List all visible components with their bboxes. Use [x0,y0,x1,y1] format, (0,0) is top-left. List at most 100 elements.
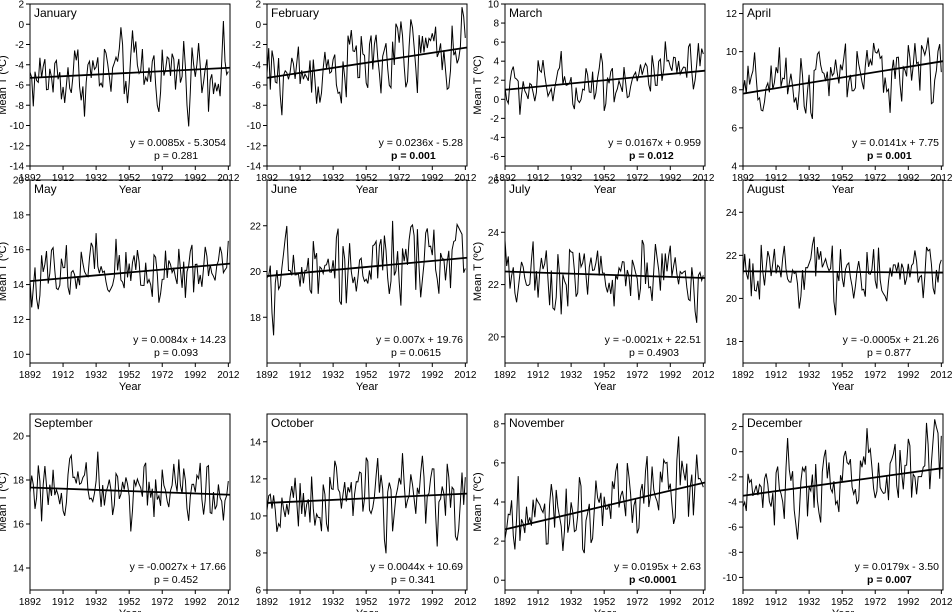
x-tick-label: 1972 [626,597,649,608]
temperature-series-line [266,220,466,336]
y-tick-label: 20 [488,332,500,343]
y-tick-label: 2 [731,422,737,433]
x-tick-label: 1992 [421,173,444,184]
x-tick-label: 1952 [831,173,854,184]
y-tick-label: -6 [490,152,499,163]
regression-equation: y = 0.0236x - 5.28 [379,137,464,149]
y-tick-label: -12 [10,141,25,152]
month-title: September [34,416,93,430]
regression-equation: y = 0.0167x + 0.959 [608,137,701,149]
x-tick-label: 1932 [85,597,108,608]
x-tick-label: 2012 [217,173,240,184]
x-tick-label: 1892 [494,173,517,184]
y-tick-label: 22 [726,251,738,262]
temperature-series-line [742,236,942,316]
p-value: p = 0.001 [391,150,436,162]
x-axis-label: Year [832,381,855,393]
x-tick-label: 1932 [560,370,583,381]
y-axis-label: Mean T (ºC) [472,55,484,114]
regression-equation: y = 0.0084x + 14.23 [133,334,226,346]
p-value: p = 0.0615 [391,347,441,359]
regression-equation: y = 0.0085x - 5.3054 [130,137,226,149]
month-title: May [34,182,57,196]
month-title: July [509,182,530,196]
panel-august: 18 20 22 24 1892 1912 1932 1952 1972 1992 2012 Year… [726,179,952,393]
month-title: February [271,6,319,20]
month-title: October [271,416,314,430]
y-tick-label: 2 [493,537,499,548]
x-tick-label: 1932 [322,370,345,381]
regression-equation: y = -0.0027x + 17.66 [130,561,226,573]
x-tick-label: 1912 [527,597,550,608]
x-tick-label: 1912 [289,597,312,608]
y-tick-label: -4 [490,133,499,144]
y-axis-label: Mean T (ºC) [0,55,9,114]
x-tick-label: 1892 [19,370,42,381]
plot-frame [504,3,706,167]
y-tick-label: 0 [493,95,499,106]
x-tick-label: 1992 [421,370,444,381]
x-tick-label: 1992 [184,597,207,608]
y-tick-label: 8 [493,419,499,430]
x-tick-label: 2012 [692,597,715,608]
temperature-series-line [504,239,704,323]
x-tick-label: 1952 [118,173,141,184]
x-tick-label: 1952 [355,597,378,608]
x-tick-label: 1912 [52,370,75,381]
x-tick-label: 1952 [355,173,378,184]
x-tick-label: 1912 [765,370,788,381]
temperature-series-line [266,7,466,116]
y-tick-label: 0 [18,20,24,31]
x-tick-label: 1892 [494,597,517,608]
x-tick-label: 1912 [289,370,312,381]
x-tick-label: 1932 [798,173,821,184]
x-tick-label: 1952 [118,370,141,381]
y-tick-label: 6 [731,123,737,134]
temperature-series-line [742,419,942,540]
x-tick-label: 1992 [897,597,920,608]
month-title: March [509,6,542,20]
x-tick-label: 1912 [52,173,75,184]
x-tick-label: 1892 [19,173,42,184]
y-tick-label: -2 [252,40,261,51]
x-tick-label: 1952 [831,370,854,381]
x-axis-label: Year [356,381,379,393]
x-tick-label: 2012 [930,370,952,381]
x-tick-label: 1952 [118,597,141,608]
x-tick-label: 2012 [217,370,240,381]
y-tick-label: 10 [726,47,738,58]
y-tick-label: 6 [493,38,499,49]
panel-april: 4 6 8 10 12 1892 1912 1932 1952 1972 1992 2012 Year A… [726,3,952,196]
y-axis-label: Mean T (ºC) [472,472,484,531]
x-tick-label: 1972 [151,370,174,381]
x-tick-label: 1932 [560,173,583,184]
x-tick-label: 1912 [765,173,788,184]
y-tick-label: 12 [13,315,25,326]
temperature-series-line [504,41,704,115]
x-tick-label: 1892 [732,370,755,381]
y-tick-label: 4 [493,57,499,68]
y-tick-label: -12 [247,141,262,152]
y-tick-label: 20 [250,267,262,278]
x-tick-label: 1992 [897,370,920,381]
y-tick-label: -6 [728,523,737,534]
x-tick-label: 1892 [732,173,755,184]
y-tick-label: -8 [728,548,737,559]
panel-january: -14 -12 -10 -8 -6 -4 -2 0 2 1892 1912 1932 1952 1972 1… [0,0,240,196]
x-tick-label: 1992 [184,370,207,381]
y-tick-label: -4 [15,60,24,71]
x-tick-label: 2012 [930,173,952,184]
x-tick-label: 1892 [494,370,517,381]
x-tick-label: 1972 [626,370,649,381]
regression-equation: y = 0.0179x - 3.50 [855,561,940,573]
y-tick-label: -8 [252,101,261,112]
p-value: p = 0.093 [154,347,198,359]
x-tick-label: 1992 [184,173,207,184]
regression-equation: y = 0.007x + 19.76 [376,334,463,346]
regression-equation: y = -0.0005x + 21.26 [843,334,939,346]
p-value: p = 0.341 [391,574,435,586]
x-tick-label: 1932 [322,173,345,184]
panel-september: 14 16 18 20 1892 1912 1932 1952 1972 1992 2012 Year… [0,413,240,612]
